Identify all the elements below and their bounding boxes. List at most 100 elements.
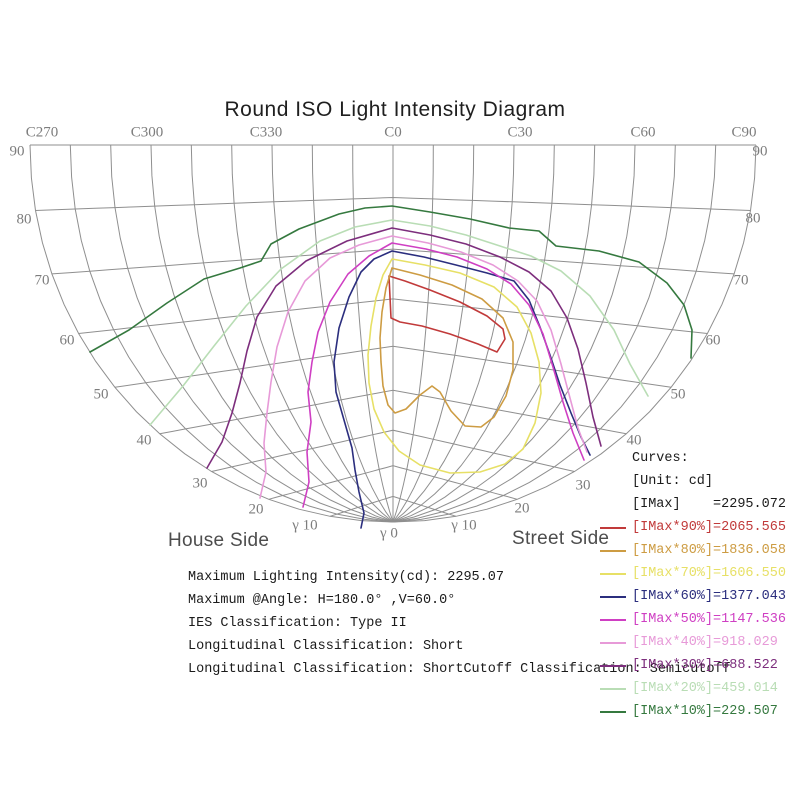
meridian-line — [110, 144, 394, 523]
gamma-label-right-20: 20 — [514, 500, 530, 517]
gamma-arc — [51, 248, 735, 275]
c-plane-label-c60: C60 — [630, 124, 656, 141]
legend-row-label: [IMax*40%]=918.029 — [632, 635, 778, 650]
gamma-arc — [211, 429, 575, 472]
contour-curves — [89, 205, 693, 529]
legend-dash-swatch — [600, 641, 626, 644]
contour-imax30 — [206, 227, 602, 469]
contour-imax90 — [388, 275, 506, 353]
gamma-arc — [159, 389, 627, 435]
meridian-line — [392, 144, 757, 523]
legend-dash-swatch — [600, 710, 626, 713]
photometric-info-block: Maximum Lighting Intensity(cd): 2295.07 M… — [188, 566, 731, 681]
gamma-label-left-50: 50 — [93, 386, 109, 403]
c-plane-label-c0: C0 — [384, 124, 402, 141]
legend-row-label: [IMax*50%]=1147.536 — [632, 612, 786, 627]
gamma-label-bottom-0: γ 10 — [292, 517, 318, 534]
legend-dash-swatch — [600, 618, 626, 621]
info-line-4: Longitudinal Classification: ShortCutoff… — [188, 662, 731, 677]
legend-row-label: [IMax*30%]=688.522 — [632, 658, 778, 673]
gamma-label-right-50: 50 — [670, 386, 686, 403]
c-plane-label-c30: C30 — [507, 124, 533, 141]
meridian-line — [392, 144, 596, 523]
legend-row-imax30: [IMax*30%]=688.522 — [600, 654, 786, 677]
contour-imax70 — [367, 258, 542, 474]
street-side-label: Street Side — [512, 528, 610, 549]
gamma-label-left-20: 20 — [248, 501, 264, 518]
legend-dash-empty — [600, 504, 626, 506]
legend-unit: [Unit: cd] — [632, 474, 714, 489]
contour-imax40 — [259, 235, 588, 499]
gamma-label-bottom-1: γ 0 — [380, 525, 398, 542]
gamma-label-right-30: 30 — [575, 477, 591, 494]
curves-legend: Curves: [Unit: cd] [IMax] =2295.072 [IMax*9… — [600, 447, 786, 723]
info-line-1: Maximum @Angle: H=180.0° ,V=60.0° — [188, 593, 456, 608]
meridian-line — [231, 144, 394, 523]
gamma-label-right-40: 40 — [626, 432, 642, 449]
meridian-line — [392, 144, 434, 523]
legend-row-label: [IMax*90%]=2065.565 — [632, 520, 786, 535]
gamma-label-left-30: 30 — [192, 475, 208, 492]
legend-row-label: [IMax*80%]=1836.058 — [632, 543, 786, 558]
meridian-line — [392, 144, 555, 523]
gamma-label-left-70: 70 — [34, 272, 50, 289]
legend-dash-swatch — [600, 526, 626, 529]
legend-row-imax80: [IMax*80%]=1836.058 — [600, 539, 786, 562]
gamma-label-left-60: 60 — [59, 332, 75, 349]
page-title: Round ISO Light Intensity Diagram — [224, 98, 566, 121]
meridian-line — [190, 144, 394, 523]
meridian-line — [271, 144, 394, 523]
gamma-arc — [78, 298, 708, 334]
legend-row-label: [IMax*70%]=1606.550 — [632, 566, 786, 581]
meridian-line — [29, 144, 394, 523]
legend-dash-swatch — [600, 687, 626, 690]
meridian-line — [150, 144, 394, 523]
meridian-line — [392, 144, 475, 523]
legend-row-label: [IMax*20%]=459.014 — [632, 681, 778, 696]
legend-row-imax90: [IMax*90%]=2065.565 — [600, 516, 786, 539]
meridian-line — [392, 144, 676, 523]
legend-dash-swatch — [600, 664, 626, 667]
legend-row-label: [IMax*10%]=229.507 — [632, 704, 778, 719]
gamma-label-right-60: 60 — [705, 332, 721, 349]
legend-row-imax10: [IMax*10%]=229.507 — [600, 700, 786, 723]
polar-grid — [29, 144, 757, 523]
legend-row-label: [IMax*60%]=1377.043 — [632, 589, 786, 604]
meridian-line — [392, 144, 717, 523]
legend-row-imax50: [IMax*50%]=1147.536 — [600, 608, 786, 631]
c-plane-label-c300: C300 — [130, 124, 164, 141]
c-plane-label-c330: C330 — [249, 124, 283, 141]
gamma-label-bottom-2: γ 10 — [451, 517, 477, 534]
info-line-2: IES Classification: Type II — [188, 616, 407, 631]
c-plane-label-c270: C270 — [25, 124, 59, 141]
legend-row-imax: [IMax] =2295.072 — [600, 493, 786, 516]
legend-dash-swatch — [600, 549, 626, 552]
legend-row-label: [IMax] =2295.072 — [632, 497, 786, 512]
legend-dash-swatch — [600, 572, 626, 575]
gamma-arc — [114, 345, 672, 388]
gamma-label-right-80: 80 — [745, 210, 761, 227]
meridian-line — [352, 144, 394, 523]
legend-row-imax60: [IMax*60%]=1377.043 — [600, 585, 786, 608]
legend-heading: Curves: — [632, 451, 689, 466]
info-line-0: Maximum Lighting Intensity(cd): 2295.07 — [188, 570, 504, 585]
contour-imax80 — [379, 267, 514, 428]
legend-dash-swatch — [600, 595, 626, 598]
gamma-label-right-90: 90 — [752, 143, 768, 160]
gamma-arc — [329, 495, 457, 517]
meridian-line — [311, 144, 394, 523]
gamma-label-left-80: 80 — [16, 211, 32, 228]
house-side-label: House Side — [168, 530, 270, 551]
legend-row-imax40: [IMax*40%]=918.029 — [600, 631, 786, 654]
meridian-line — [392, 144, 515, 523]
legend-row-imax20: [IMax*20%]=459.014 — [600, 677, 786, 700]
contour-imax20 — [149, 219, 649, 426]
c-plane-label-c90: C90 — [731, 124, 757, 141]
gamma-arc — [268, 465, 518, 500]
contour-imax10 — [89, 205, 693, 359]
gamma-label-right-70: 70 — [733, 272, 749, 289]
contour-imax50 — [302, 242, 585, 508]
gamma-arc — [35, 196, 751, 211]
